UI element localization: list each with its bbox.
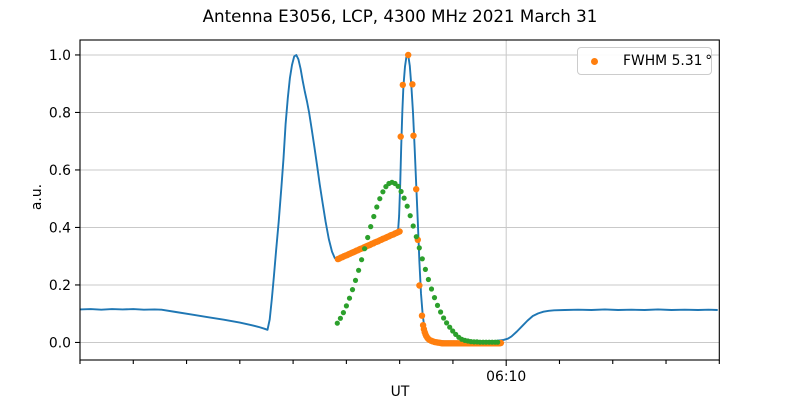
legend-label: FWHM 5.31 °	[623, 53, 713, 69]
legend-marker-dot-icon	[591, 57, 598, 65]
series-gaussian-fit-dots	[334, 179, 501, 345]
tick-marks	[75, 54, 720, 366]
chart-title: Antenna E3056, LCP, 4300 MHz 2021 March …	[202, 6, 598, 26]
series-group	[80, 51, 718, 347]
y-tick-labels: 0.0 0.2 0.4 0.6 0.8 1.0	[49, 48, 71, 352]
svg-text:06:10: 06:10	[486, 369, 526, 385]
svg-text:1.0: 1.0	[49, 48, 71, 64]
svg-text:0.0: 0.0	[49, 335, 71, 351]
series-signal-trace	[80, 54, 718, 343]
series-fwhm-markers	[334, 51, 505, 347]
svg-text:0.4: 0.4	[49, 220, 71, 236]
x-tick-labels: 06:10	[486, 369, 526, 385]
svg-text:0.6: 0.6	[49, 163, 71, 179]
svg-text:0.2: 0.2	[49, 278, 71, 294]
legend: FWHM 5.31 °	[577, 47, 712, 75]
svg-text:0.8: 0.8	[49, 105, 71, 121]
x-axis-label: UT	[390, 384, 410, 400]
